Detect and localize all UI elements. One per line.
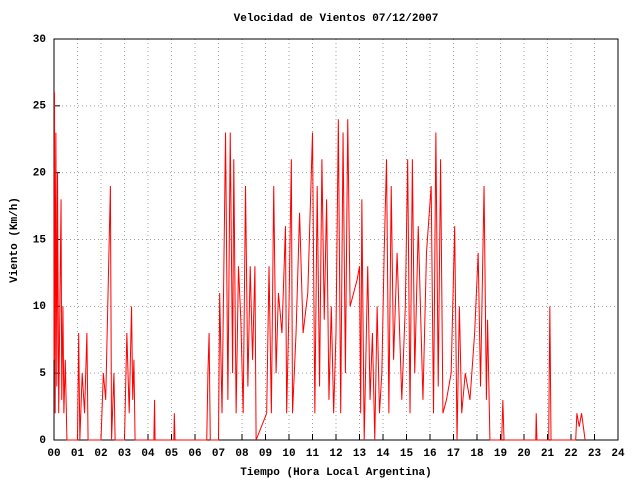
x-axis-label: Tiempo (Hora Local Argentina) bbox=[240, 467, 431, 479]
y-tick-label: 10 bbox=[33, 301, 46, 313]
x-tick-label: 17 bbox=[447, 448, 460, 460]
x-tick-label: 13 bbox=[353, 448, 367, 460]
x-tick-label: 05 bbox=[165, 448, 179, 460]
x-tick-label: 00 bbox=[47, 448, 60, 460]
y-tick-label: 15 bbox=[33, 234, 47, 246]
x-tick-label: 11 bbox=[306, 448, 320, 460]
chart-title: Velocidad de Vientos 07/12/2007 bbox=[234, 13, 439, 25]
x-tick-label: 06 bbox=[188, 448, 201, 460]
y-axis-label: Viento (Km/h) bbox=[9, 197, 21, 283]
x-tick-label: 02 bbox=[94, 448, 107, 460]
x-tick-label: 20 bbox=[517, 448, 530, 460]
x-tick-label: 14 bbox=[376, 448, 390, 460]
x-tick-label: 16 bbox=[423, 448, 436, 460]
y-tick-label: 20 bbox=[33, 168, 46, 180]
wind-line bbox=[53, 92, 586, 441]
x-tick-label: 04 bbox=[141, 448, 155, 460]
x-tick-label: 09 bbox=[259, 448, 272, 460]
x-tick-label: 19 bbox=[494, 448, 507, 460]
x-tick-label: 15 bbox=[400, 448, 414, 460]
x-tick-label: 21 bbox=[541, 448, 555, 460]
x-tick-label: 24 bbox=[611, 448, 625, 460]
y-tick-label: 30 bbox=[33, 34, 46, 46]
x-tick-label: 10 bbox=[282, 448, 295, 460]
y-tick-label: 25 bbox=[33, 101, 47, 113]
x-tick-label: 08 bbox=[235, 448, 249, 460]
x-tick-label: 01 bbox=[71, 448, 85, 460]
y-tick-label: 5 bbox=[39, 368, 46, 380]
x-tick-label: 18 bbox=[470, 448, 484, 460]
x-tick-label: 03 bbox=[118, 448, 132, 460]
x-tick-label: 12 bbox=[329, 448, 342, 460]
x-tick-label: 07 bbox=[212, 448, 225, 460]
x-tick-label: 23 bbox=[588, 448, 602, 460]
x-tick-label: 22 bbox=[564, 448, 577, 460]
y-tick-label: 0 bbox=[39, 435, 46, 447]
